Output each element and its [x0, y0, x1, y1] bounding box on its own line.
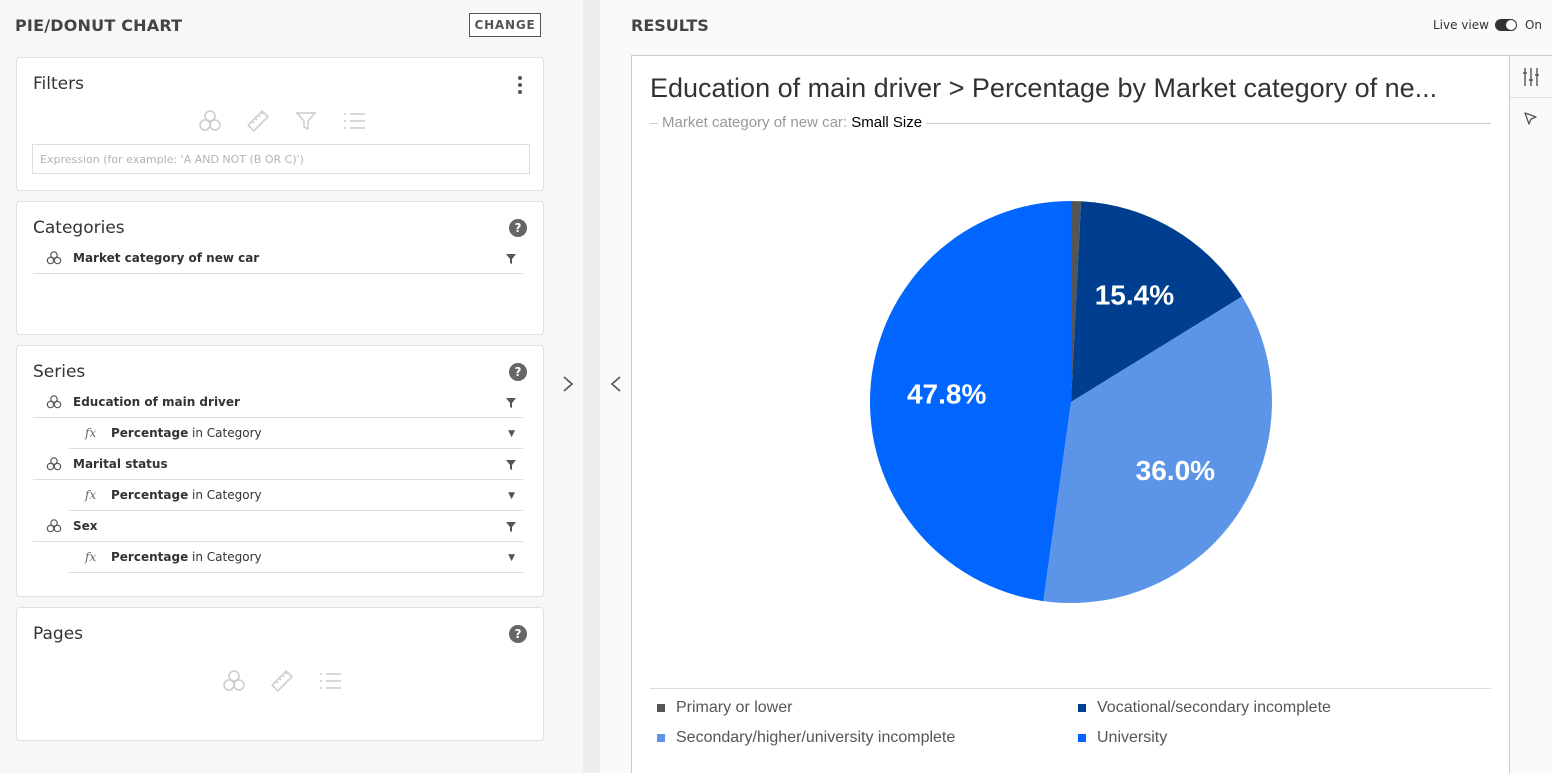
- chevron-left-icon[interactable]: [608, 373, 624, 395]
- results-title: RESULTS: [631, 16, 709, 35]
- panel-title: PIE/DONUT CHART: [15, 16, 183, 35]
- series-label: Marital status: [73, 457, 168, 471]
- slice-data-label: 15.4%: [1095, 280, 1174, 311]
- filter-expression-input[interactable]: [32, 144, 530, 174]
- subtitle-divider: [650, 123, 1491, 124]
- variable-icon: [46, 395, 62, 409]
- legend-label: Primary or lower: [676, 699, 793, 716]
- pages-drop-targets: [221, 668, 343, 694]
- measure-row-sex[interactable]: fx Percentage in Category ▼: [69, 542, 523, 573]
- legend-label: University: [1097, 729, 1168, 746]
- measure-label: Percentage: [111, 488, 189, 502]
- variable-icon: [46, 519, 62, 533]
- pie-slice[interactable]: [1071, 201, 1082, 402]
- measure-suffix: in Category: [188, 488, 262, 502]
- pie-slice[interactable]: [1071, 201, 1243, 402]
- ruler-icon[interactable]: [269, 668, 295, 694]
- more-options-icon[interactable]: [517, 76, 523, 94]
- live-view-toggle[interactable]: [1494, 19, 1517, 31]
- filter-icon[interactable]: [505, 521, 517, 533]
- legend-swatch: [1078, 704, 1086, 712]
- filter-icon[interactable]: [505, 397, 517, 409]
- legend-divider: [650, 688, 1491, 689]
- cursor-icon: [1524, 112, 1537, 125]
- series-row-education[interactable]: Education of main driver: [33, 387, 523, 418]
- chart-canvas: Education of main driver > Percentage by…: [631, 55, 1511, 773]
- list-icon[interactable]: [341, 108, 367, 134]
- measure-suffix: in Category: [188, 426, 262, 440]
- chart-title: Education of main driver > Percentage by…: [650, 73, 1438, 103]
- filter-icon[interactable]: [505, 459, 517, 471]
- chart-settings-button[interactable]: [1510, 56, 1552, 98]
- legend-item[interactable]: Vocational/secondary incomplete: [1078, 699, 1331, 717]
- measure-row-education[interactable]: fx Percentage in Category ▼: [69, 418, 523, 449]
- list-icon[interactable]: [317, 668, 343, 694]
- slice-data-label: 36.0%: [1136, 455, 1215, 486]
- measure-row-marital[interactable]: fx Percentage in Category ▼: [69, 480, 523, 511]
- subtitle-label: Market category of new car:: [662, 114, 848, 131]
- variable-icon: [46, 457, 62, 471]
- series-row-marital[interactable]: Marital status: [33, 449, 523, 480]
- live-view-control[interactable]: Live view On: [1433, 18, 1542, 32]
- variable-icon[interactable]: [221, 668, 247, 694]
- pages-card: Pages ?: [16, 607, 544, 741]
- series-help-icon[interactable]: ?: [509, 363, 527, 381]
- legend-swatch: [657, 734, 665, 742]
- select-tool-button[interactable]: [1510, 98, 1552, 140]
- chevron-down-icon[interactable]: ▼: [508, 553, 515, 563]
- pages-title: Pages: [33, 624, 84, 644]
- categories-title: Categories: [33, 218, 125, 238]
- categories-help-icon[interactable]: ?: [509, 219, 527, 237]
- series-title: Series: [33, 362, 86, 382]
- chart-subtitle: Market category of new car: Small Size: [658, 114, 927, 131]
- category-row[interactable]: Market category of new car: [33, 243, 523, 274]
- legend-label: Vocational/secondary incomplete: [1097, 699, 1331, 716]
- change-chart-type-button[interactable]: CHANGE: [469, 13, 541, 37]
- measure-suffix: in Category: [188, 550, 262, 564]
- legend-swatch: [1078, 734, 1086, 742]
- sliders-icon: [1523, 67, 1539, 86]
- variable-icon[interactable]: [197, 108, 223, 134]
- measure-label: Percentage: [111, 550, 189, 564]
- category-label: Market category of new car: [73, 251, 260, 265]
- pie-slice[interactable]: [869, 201, 1071, 602]
- filters-card: Filters: [16, 57, 544, 191]
- variable-icon: [46, 251, 62, 265]
- series-card: Series ? Education of main driver fx Per…: [16, 345, 544, 597]
- function-icon: fx: [85, 550, 97, 564]
- slice-data-label: 47.8%: [907, 378, 986, 409]
- results-panel: RESULTS Live view On Education of main d…: [600, 0, 1552, 773]
- legend-item[interactable]: Secondary/higher/university incomplete: [657, 729, 955, 747]
- chevron-down-icon[interactable]: ▼: [508, 429, 515, 439]
- funnel-icon[interactable]: [293, 108, 319, 134]
- chevron-down-icon[interactable]: ▼: [508, 491, 515, 501]
- filters-title: Filters: [33, 74, 84, 94]
- legend-swatch: [657, 704, 665, 712]
- legend-label: Secondary/higher/university incomplete: [676, 729, 956, 746]
- live-view-state: On: [1524, 18, 1542, 32]
- categories-card: Categories ? Market category of new car: [16, 201, 544, 335]
- legend-item[interactable]: University: [1078, 729, 1167, 747]
- ruler-icon[interactable]: [245, 108, 271, 134]
- chart-builder-panel: PIE/DONUT CHART CHANGE Filters Categorie…: [0, 0, 583, 773]
- pages-help-icon[interactable]: ?: [509, 625, 527, 643]
- legend-item[interactable]: Primary or lower: [657, 699, 792, 717]
- chevron-right-icon[interactable]: [560, 373, 576, 395]
- function-icon: fx: [85, 426, 97, 440]
- series-label: Sex: [73, 519, 98, 533]
- chart-side-toolbar: [1509, 55, 1552, 773]
- pie-chart: 15.4% 36.0% 47.8%: [869, 201, 1272, 603]
- function-icon: fx: [85, 488, 97, 502]
- series-row-sex[interactable]: Sex: [33, 511, 523, 542]
- series-label: Education of main driver: [73, 395, 240, 409]
- filter-drop-targets: [197, 108, 367, 134]
- filter-icon[interactable]: [505, 253, 517, 265]
- measure-label: Percentage: [111, 426, 189, 440]
- live-view-label: Live view: [1432, 18, 1489, 32]
- pie-slice[interactable]: [1043, 296, 1272, 603]
- subtitle-value: Small Size: [851, 114, 923, 131]
